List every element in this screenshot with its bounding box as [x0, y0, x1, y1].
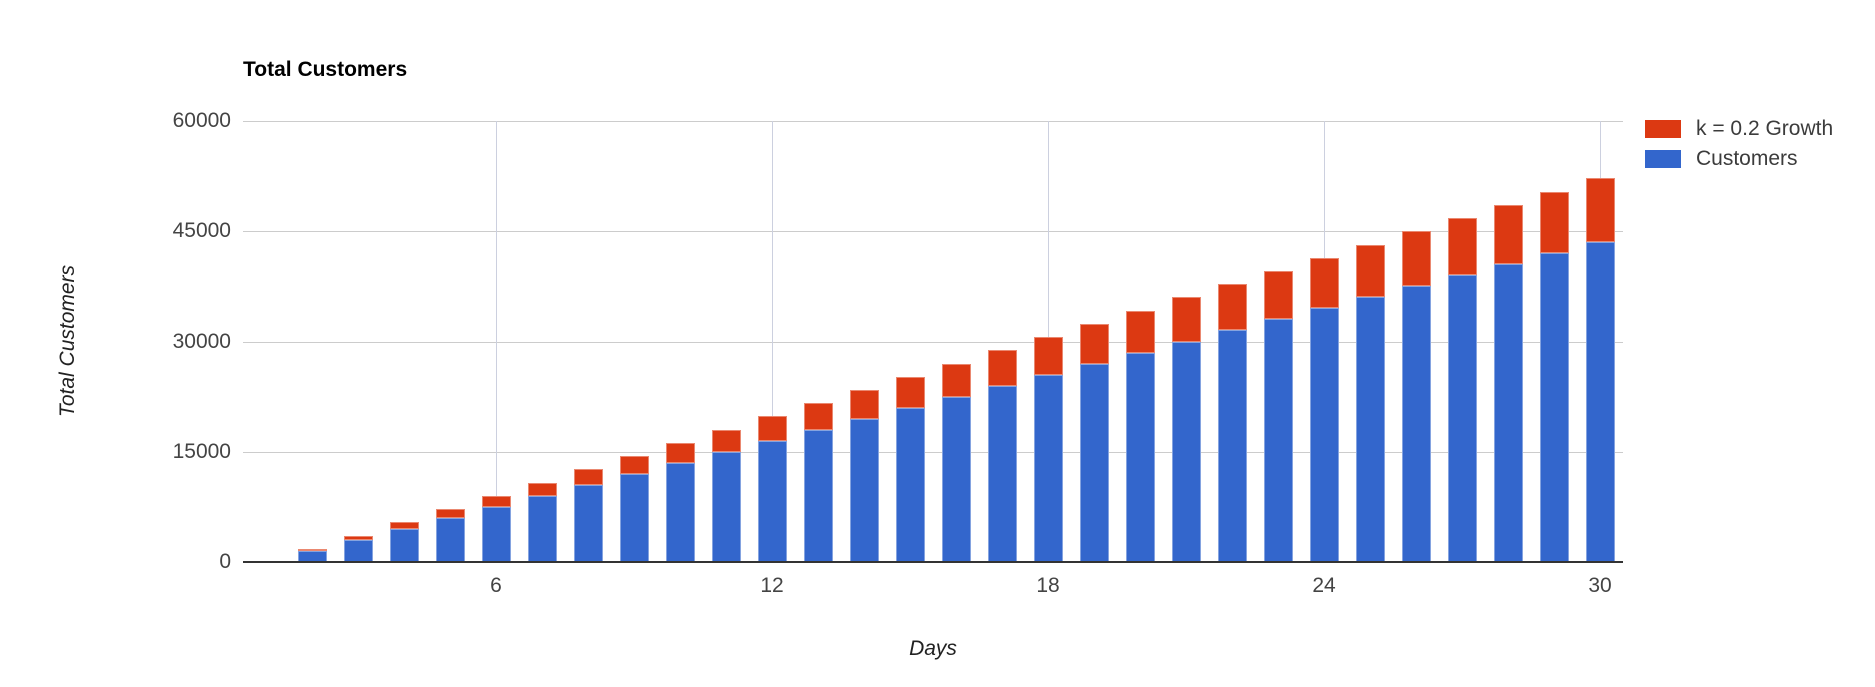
legend-item-k-0-2-growth[interactable]: k = 0.2 Growth	[1645, 117, 1834, 140]
h-gridline-60000	[243, 121, 1623, 122]
x-tick-label-6: 6	[490, 574, 502, 597]
bar-day-4-k-0-2-growth[interactable]	[389, 522, 419, 529]
bar-day-19-customers[interactable]	[1079, 363, 1109, 562]
bar-day-18-customers[interactable]	[1033, 374, 1063, 562]
chart-title: Total Customers	[243, 58, 408, 81]
bar-day-13-k-0-2-growth[interactable]	[803, 403, 833, 430]
legend-swatch-icon	[1645, 150, 1681, 168]
bar-day-2-k-0-2-growth[interactable]	[297, 548, 327, 551]
bar-day-20-customers[interactable]	[1125, 352, 1155, 562]
bar-day-12-k-0-2-growth[interactable]	[757, 416, 787, 441]
bar-day-9-customers[interactable]	[619, 473, 649, 562]
x-tick-label-12: 12	[760, 574, 784, 597]
bar-day-30-customers[interactable]	[1585, 242, 1615, 562]
bar-day-5-k-0-2-growth[interactable]	[435, 509, 465, 518]
bar-day-16-customers[interactable]	[941, 396, 971, 562]
x-tick-label-30: 30	[1588, 574, 1612, 597]
y-tick-label-0: 0	[219, 550, 231, 573]
bar-day-2-customers[interactable]	[297, 550, 327, 562]
bar-day-7-k-0-2-growth[interactable]	[527, 482, 557, 496]
bar-day-27-k-0-2-growth[interactable]	[1447, 218, 1477, 276]
bar-day-21-customers[interactable]	[1171, 341, 1201, 562]
x-axis-tick-labels: 6 12 18 24 30	[243, 575, 1623, 605]
bar-day-10-k-0-2-growth[interactable]	[665, 442, 695, 463]
legend-label: Customers	[1696, 147, 1798, 170]
bar-day-12-customers[interactable]	[757, 440, 787, 562]
bar-day-15-k-0-2-growth[interactable]	[895, 376, 925, 408]
x-tick-label-24: 24	[1312, 574, 1336, 597]
bar-day-14-k-0-2-growth[interactable]	[849, 390, 879, 419]
legend-item-customers[interactable]: Customers	[1645, 147, 1833, 170]
v-gridline-day-12	[771, 121, 773, 562]
y-tick-label-30000: 30000	[172, 329, 231, 353]
bar-day-13-customers[interactable]	[803, 429, 833, 562]
bar-day-28-customers[interactable]	[1493, 264, 1523, 562]
bar-day-8-customers[interactable]	[573, 484, 603, 562]
bar-day-27-customers[interactable]	[1447, 275, 1477, 562]
bar-day-25-k-0-2-growth[interactable]	[1355, 244, 1385, 298]
legend-swatch-icon	[1645, 120, 1681, 138]
bar-day-15-customers[interactable]	[895, 407, 925, 562]
v-gridline-day-6	[495, 121, 497, 562]
h-gridline-15000	[243, 451, 1623, 453]
legend: k = 0.2 Growth Customers	[1645, 117, 1834, 179]
bar-day-17-customers[interactable]	[987, 385, 1017, 562]
bar-day-22-customers[interactable]	[1217, 330, 1247, 562]
y-tick-label-60000: 60000	[172, 109, 231, 132]
bar-day-5-customers[interactable]	[435, 517, 465, 562]
legend-label: k = 0.2 Growth	[1696, 117, 1834, 140]
bar-day-11-k-0-2-growth[interactable]	[711, 429, 741, 452]
x-axis-title: Days	[909, 637, 957, 660]
y-axis-tick-labels: 0 15000 30000 45000 60000	[0, 110, 231, 573]
bar-day-21-k-0-2-growth[interactable]	[1171, 297, 1201, 342]
bar-day-19-k-0-2-growth[interactable]	[1079, 323, 1109, 364]
bar-day-20-k-0-2-growth[interactable]	[1125, 310, 1155, 353]
bar-day-9-k-0-2-growth[interactable]	[619, 456, 649, 474]
bar-day-3-customers[interactable]	[343, 539, 373, 562]
y-tick-label-15000: 15000	[172, 439, 231, 463]
bar-day-28-k-0-2-growth[interactable]	[1493, 204, 1523, 265]
bar-day-6-customers[interactable]	[481, 506, 511, 562]
bar-day-10-customers[interactable]	[665, 462, 695, 562]
bar-day-24-k-0-2-growth[interactable]	[1309, 257, 1339, 309]
bar-day-14-customers[interactable]	[849, 418, 879, 562]
bar-day-16-k-0-2-growth[interactable]	[941, 363, 971, 397]
bar-day-18-k-0-2-growth[interactable]	[1033, 337, 1063, 375]
bar-day-29-customers[interactable]	[1539, 253, 1569, 562]
bar-day-3-k-0-2-growth[interactable]	[343, 535, 373, 540]
bar-day-11-customers[interactable]	[711, 451, 741, 562]
bar-day-6-k-0-2-growth[interactable]	[481, 495, 511, 507]
bar-day-23-customers[interactable]	[1263, 319, 1293, 562]
y-tick-label-45000: 45000	[172, 219, 231, 243]
bar-day-22-k-0-2-growth[interactable]	[1217, 284, 1247, 331]
bar-day-29-k-0-2-growth[interactable]	[1539, 191, 1569, 254]
bar-day-24-customers[interactable]	[1309, 308, 1339, 562]
bar-day-23-k-0-2-growth[interactable]	[1263, 270, 1293, 320]
h-gridline-30000	[243, 341, 1623, 343]
x-axis-baseline	[243, 561, 1623, 563]
h-gridline-45000	[243, 231, 1623, 233]
bar-day-26-customers[interactable]	[1401, 286, 1431, 562]
bar-day-30-k-0-2-growth[interactable]	[1585, 178, 1615, 243]
plot-area	[243, 121, 1623, 563]
bar-day-4-customers[interactable]	[389, 528, 419, 562]
bar-day-26-k-0-2-growth[interactable]	[1401, 231, 1431, 287]
bar-day-25-customers[interactable]	[1355, 297, 1385, 562]
bar-day-7-customers[interactable]	[527, 495, 557, 562]
bar-day-17-k-0-2-growth[interactable]	[987, 350, 1017, 386]
bar-day-8-k-0-2-growth[interactable]	[573, 469, 603, 485]
x-tick-label-18: 18	[1036, 574, 1060, 597]
